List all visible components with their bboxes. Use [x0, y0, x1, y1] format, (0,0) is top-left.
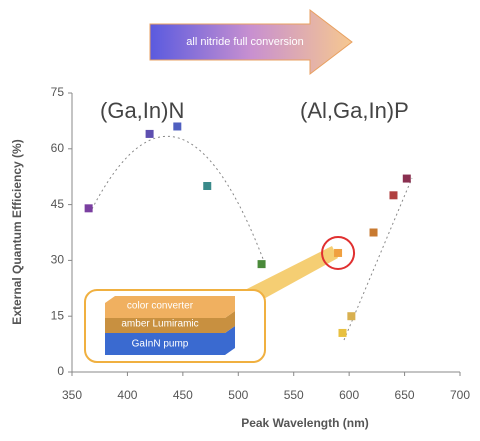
y-tick-label: 15 — [51, 308, 65, 322]
point — [403, 175, 411, 183]
layer-label: GaInN pump — [132, 339, 189, 350]
x-tick-label: 650 — [395, 388, 415, 402]
x-tick-label: 550 — [284, 388, 304, 402]
point — [85, 204, 93, 212]
layer-label: amber Lumiramic — [121, 319, 198, 330]
arrow-text: all nitride full conversion — [186, 36, 303, 48]
layer-label: color converter — [127, 301, 194, 312]
x-axis-title: Peak Wavelength (nm) — [241, 416, 369, 430]
highlight-point — [334, 249, 342, 257]
point — [347, 312, 355, 320]
x-tick-label: 700 — [450, 388, 470, 402]
point — [370, 229, 378, 237]
point — [173, 122, 181, 130]
chart: all nitride full conversion Peak Wavelen… — [0, 0, 480, 436]
y-tick-label: 60 — [51, 141, 65, 155]
y-tick-label: 45 — [51, 197, 65, 211]
point — [146, 130, 154, 138]
point — [203, 182, 211, 190]
y-tick-label: 30 — [51, 253, 65, 267]
x-tick-label: 400 — [117, 388, 137, 402]
x-tick-label: 500 — [228, 388, 248, 402]
x-tick-label: 600 — [339, 388, 359, 402]
point — [338, 329, 346, 337]
series-label: (Ga,In)N — [100, 98, 184, 123]
x-tick-label: 450 — [173, 388, 193, 402]
series-label: (Al,Ga,In)P — [300, 98, 409, 123]
y-tick-label: 75 — [51, 85, 65, 99]
trend-line — [92, 136, 265, 264]
y-tick-label: 0 — [57, 364, 64, 378]
point — [258, 260, 266, 268]
point — [389, 191, 397, 199]
x-tick-label: 350 — [62, 388, 82, 402]
y-axis-title: External Quantum Efficiency (%) — [10, 139, 24, 324]
